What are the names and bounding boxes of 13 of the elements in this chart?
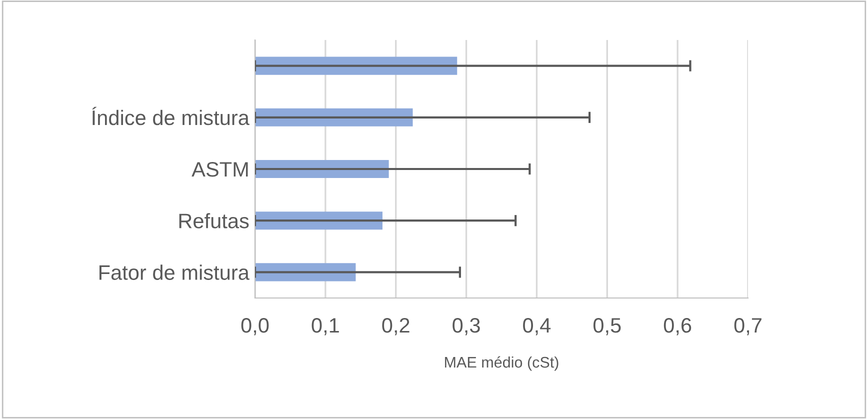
y-tick-label: Índice de mistura (92, 106, 250, 126)
x-tick-label: 0,5 (593, 318, 621, 336)
x-tick-label: 0,4 (523, 318, 551, 336)
x-tick-label: 0,7 (734, 318, 762, 336)
x-tick-label: 0,3 (452, 318, 480, 336)
y-tick-label: Refutas (179, 213, 249, 228)
x-axis-title: MAE médio (cSt) (445, 356, 558, 371)
y-tick-label: Fator de mistura (99, 264, 250, 280)
x-tick-label: 0,2 (382, 318, 410, 336)
x-tick-label: 0,1 (312, 318, 339, 336)
x-tick-label: 0,0 (241, 318, 269, 336)
y-tick-label: ASTM (192, 162, 248, 177)
x-tick-label: 0,6 (664, 318, 692, 336)
